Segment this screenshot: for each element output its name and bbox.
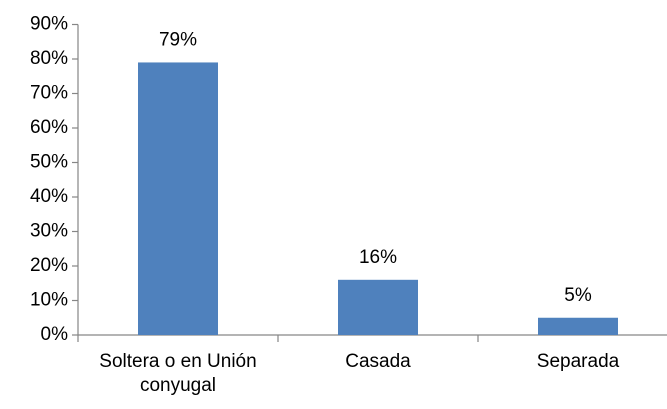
y-tick-label: 70% <box>30 83 68 104</box>
bar <box>138 62 218 335</box>
y-tick-label: 80% <box>30 48 68 69</box>
y-tick-label: 60% <box>30 117 68 138</box>
y-tick-label: 10% <box>30 290 68 311</box>
x-tick-label: Casada <box>345 351 411 372</box>
y-tick-label: 90% <box>30 14 68 35</box>
y-tick-label: 20% <box>30 255 68 276</box>
bar <box>538 317 618 335</box>
y-tick-label: 30% <box>30 221 68 242</box>
bar <box>338 279 418 335</box>
y-tick-label: 0% <box>41 324 69 345</box>
data-label: 79% <box>159 29 197 50</box>
y-tick-label: 50% <box>30 152 68 173</box>
data-label: 16% <box>359 247 397 268</box>
y-tick-label: 40% <box>30 186 68 207</box>
x-tick-label: Soltera o en Unión conyugal <box>99 351 257 396</box>
data-label: 5% <box>564 285 592 306</box>
x-tick-label: Separada <box>536 351 620 372</box>
